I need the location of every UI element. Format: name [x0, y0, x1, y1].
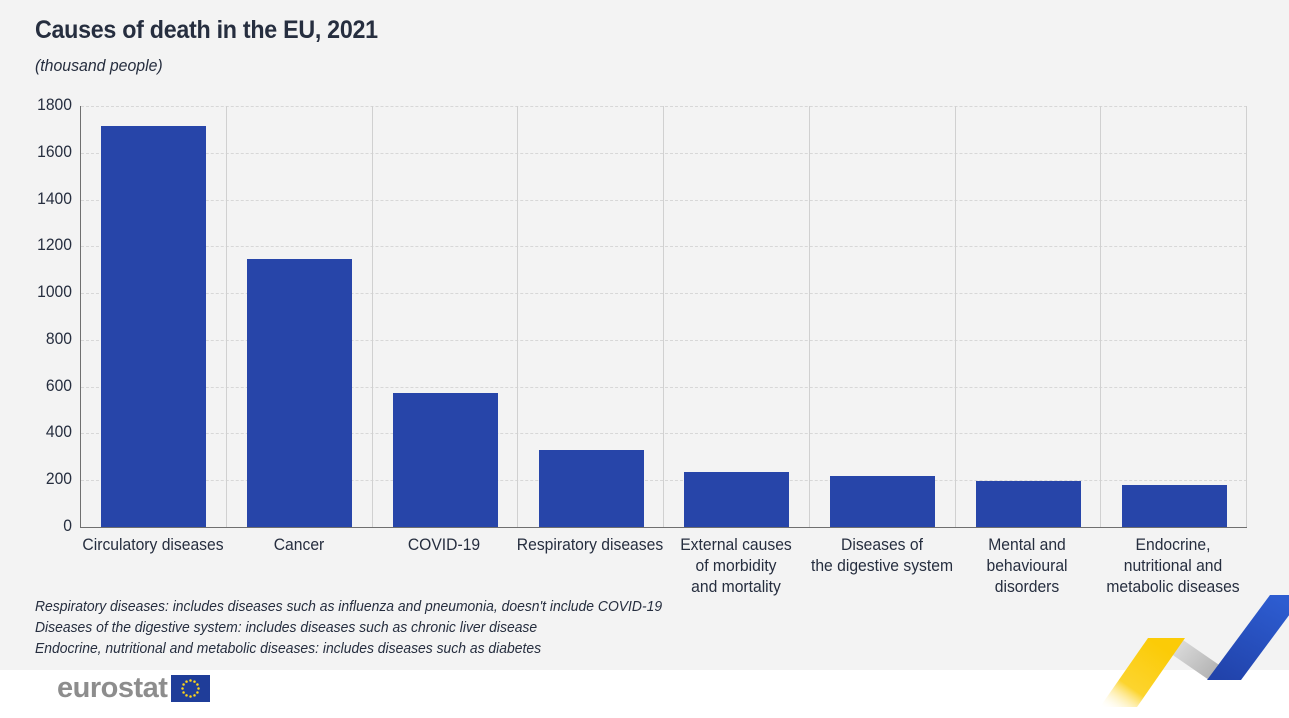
gridline-400	[81, 433, 1247, 435]
category-separator	[663, 106, 664, 527]
y-tick-label-1600: 1600	[37, 142, 72, 161]
y-tick-label-1800: 1800	[37, 96, 72, 114]
x-category-label: Respiratory diseases	[516, 536, 664, 554]
gridline-1600	[81, 152, 1247, 154]
gridline-1400	[81, 199, 1247, 201]
x-category-label: Diseases of the digestive system	[810, 536, 953, 575]
x-category-label: External causes of morbidity and mortali…	[680, 536, 792, 596]
x-category-label: Cancer	[273, 536, 324, 554]
eurostat-logo: eurostat	[57, 671, 211, 705]
eurostat-logo-text: eurostat	[57, 672, 168, 704]
category-separator	[808, 106, 810, 527]
bar-5	[684, 471, 790, 527]
gridline-1200	[81, 246, 1247, 248]
y-tick-label-0: 0	[63, 517, 72, 535]
y-tick-label-1000: 1000	[37, 283, 72, 302]
category-separator	[1100, 106, 1102, 527]
eu-flag-icon	[171, 674, 211, 702]
x-category-label: Circulatory diseases	[82, 536, 224, 554]
y-tick-label-600: 600	[45, 376, 72, 395]
x-category-label: Mental and behavioural disorders	[986, 536, 1068, 596]
category-separator	[954, 106, 956, 527]
footnote-endocrine: Endocrine, nutritional and metabolic dis…	[35, 641, 542, 657]
y-tick-label-800: 800	[45, 329, 72, 348]
bar-2	[247, 259, 353, 527]
x-category-label: Endocrine, nutritional and metabolic dis…	[1106, 536, 1240, 596]
y-tick-label-400: 400	[45, 423, 72, 442]
x-category-label: COVID-19	[408, 536, 481, 554]
gridline-600	[81, 386, 1247, 388]
category-separator	[517, 106, 519, 527]
bar-7	[975, 481, 1081, 527]
chart-title: Causes of death in the EU, 2021	[35, 16, 378, 44]
zigzag-blue-band	[1207, 595, 1289, 680]
y-tick-label-1200: 1200	[37, 236, 72, 255]
gridline-200	[81, 480, 1247, 482]
footnote-respiratory: Respiratory diseases: includes diseases …	[35, 599, 663, 615]
plot-area	[80, 106, 1247, 528]
chart-background	[0, 0, 1289, 670]
y-tick-label-1400: 1400	[37, 189, 72, 208]
bar-3	[392, 392, 498, 527]
bar-4	[538, 450, 644, 527]
chart-subtitle: (thousand people)	[35, 57, 163, 75]
footer	[0, 670, 1289, 718]
bar-8	[1121, 485, 1227, 527]
eurostat-zigzag-decoration	[1100, 595, 1289, 707]
footnote-digestive: Diseases of the digestive system: includ…	[35, 620, 538, 636]
category-separator	[1246, 106, 1247, 527]
footnotes: Respiratory diseases: includes diseases …	[35, 597, 662, 660]
category-separator	[225, 106, 227, 527]
gridline-1800	[81, 106, 1247, 107]
y-tick-label-200: 200	[45, 470, 72, 489]
gridline-800	[81, 339, 1247, 341]
category-separator	[371, 106, 373, 527]
zigzag-yellow-band	[1100, 638, 1185, 707]
bar-6	[830, 476, 936, 527]
gridline-1000	[81, 293, 1247, 295]
bar-1	[101, 126, 207, 527]
